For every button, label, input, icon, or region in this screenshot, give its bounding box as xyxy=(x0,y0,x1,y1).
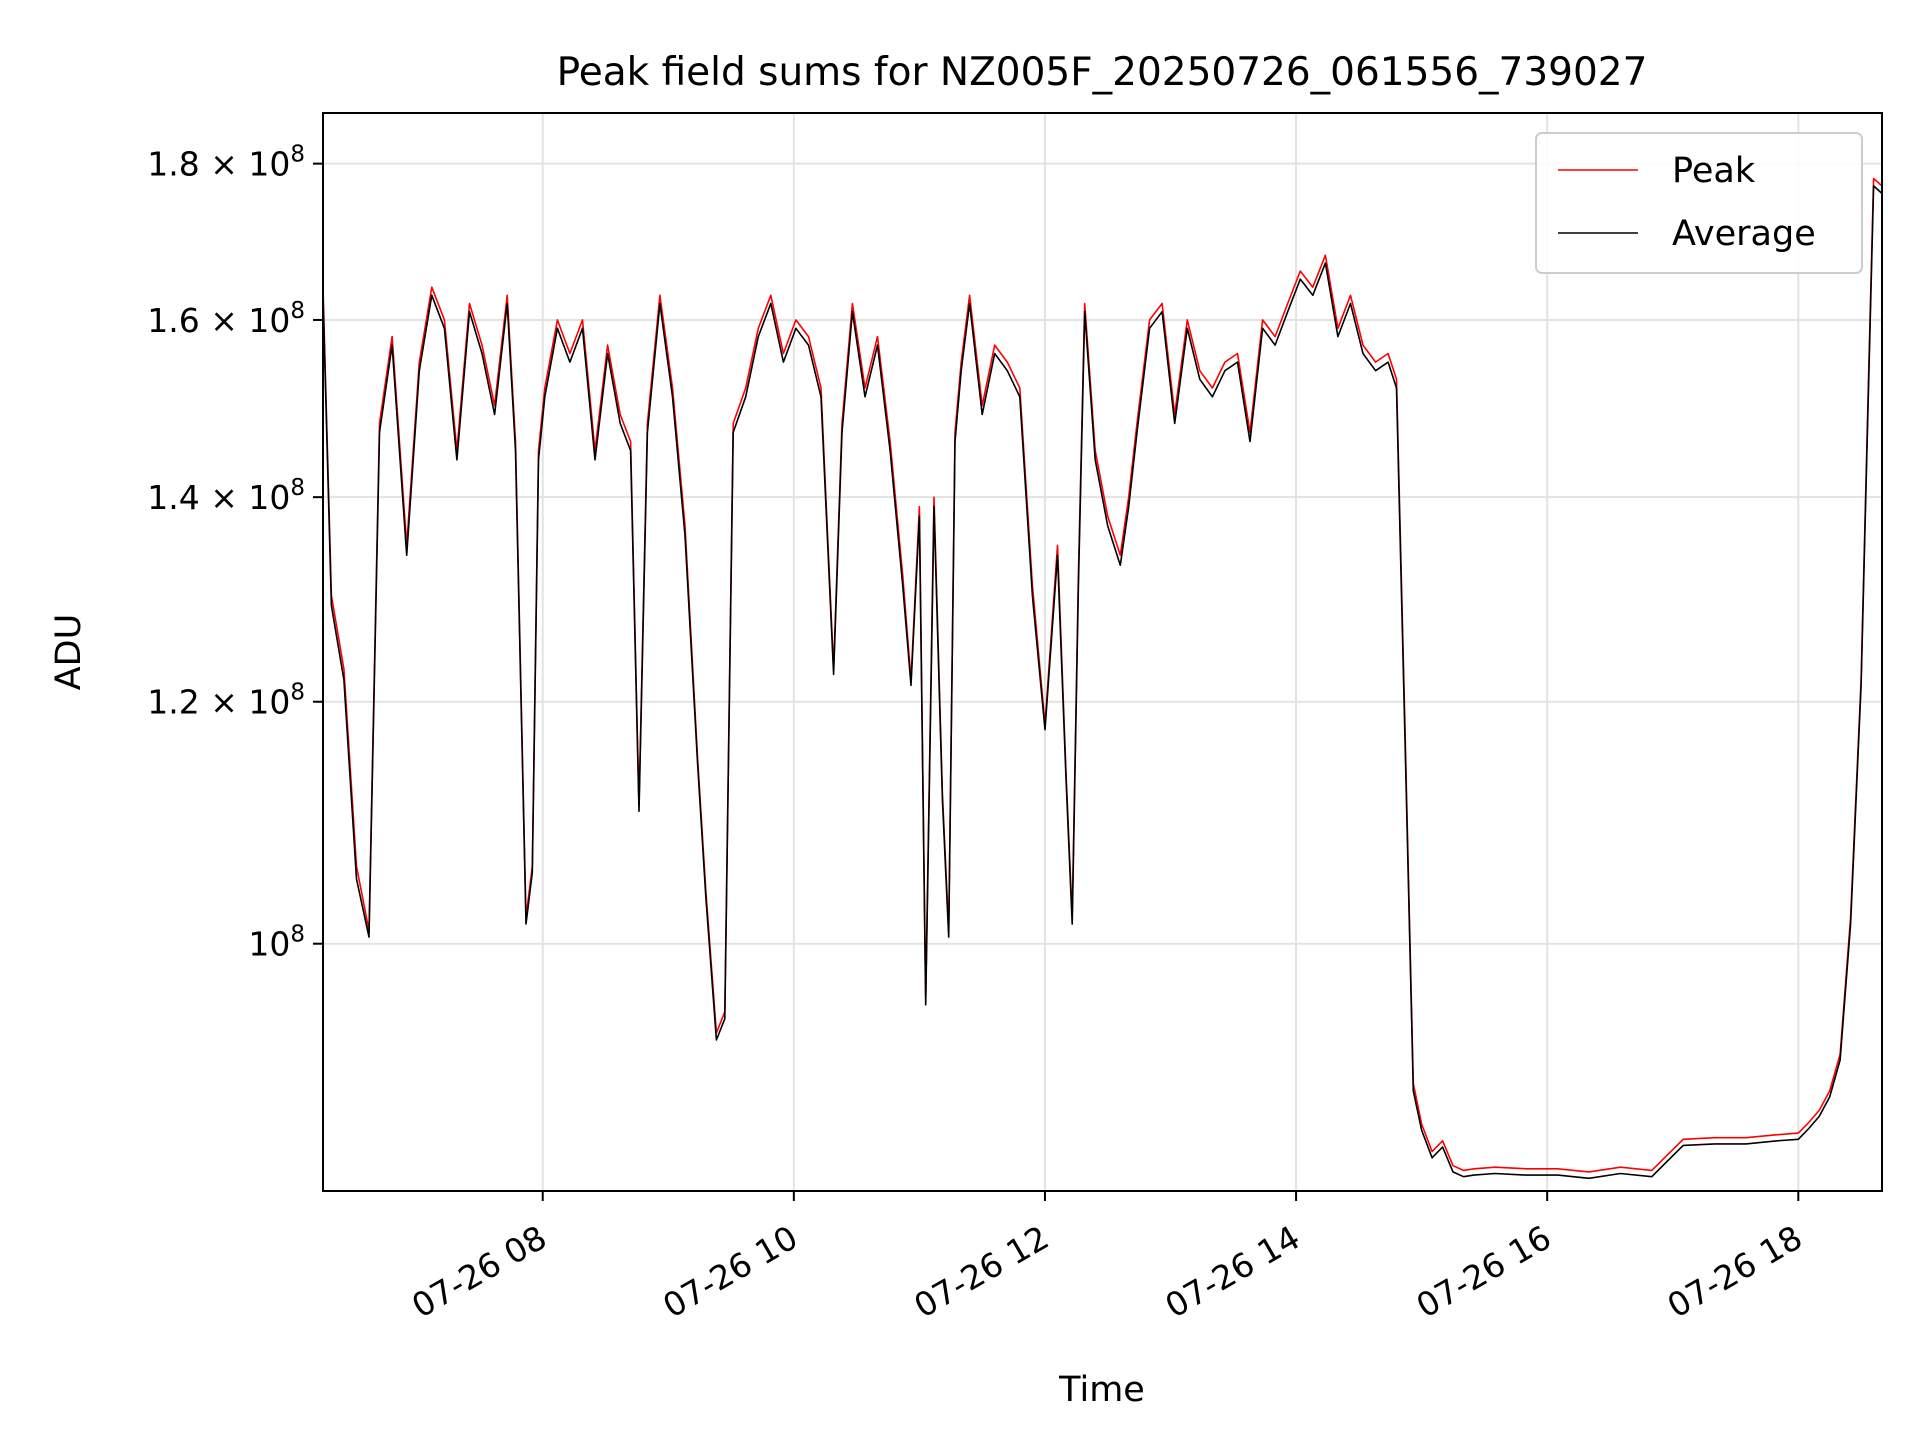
y-tick-label: 1.2 × 108 xyxy=(147,680,305,722)
plot-area-frame xyxy=(322,112,1883,1192)
y-axis-ticks: 108 1.2 × 108 1.4 × 108 1.6 × 108 1.8 × 108 xyxy=(147,142,323,964)
y-tick-label: 1.8 × 108 xyxy=(147,142,305,184)
series-lines xyxy=(323,177,1882,1180)
series-line-average xyxy=(323,185,1882,1180)
chart-title: Peak field sums for NZ005F_20250726_0615… xyxy=(557,50,1648,95)
y-tick-label: 1.4 × 108 xyxy=(147,475,305,517)
legend-label-peak: Peak xyxy=(1672,151,1756,191)
y-tick-label: 1.6 × 108 xyxy=(147,298,305,340)
y-tick-label: 108 xyxy=(248,922,305,964)
series-line-peak xyxy=(323,177,1882,1173)
legend-box xyxy=(1535,132,1863,274)
y-axis-label: ADU xyxy=(49,614,89,691)
legend: Peak Average xyxy=(1535,132,1863,274)
x-axis-label: Time xyxy=(1058,1370,1145,1410)
legend-label-average: Average xyxy=(1672,214,1816,254)
